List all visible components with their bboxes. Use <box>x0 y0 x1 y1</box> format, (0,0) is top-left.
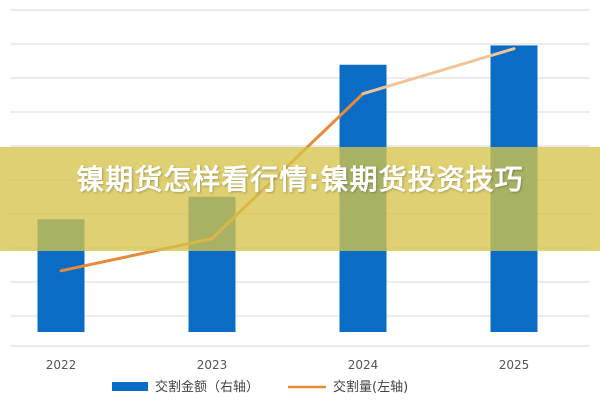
legend-line-label: 交割量(左轴) <box>333 379 408 395</box>
legend-bar-swatch <box>112 382 148 391</box>
x-tick-label: 2022 <box>46 358 77 372</box>
line-segment <box>361 47 516 96</box>
legend-bar-label: 交割金额（右轴） <box>155 379 259 395</box>
x-tick-label: 2024 <box>348 358 379 372</box>
x-axis-ticks: 2022 2023 2024 2025 <box>46 358 530 372</box>
x-tick-label: 2023 <box>197 358 228 372</box>
page-title: 镍期货怎样看行情:镍期货投资技巧 <box>76 163 524 196</box>
title-banner <box>0 147 600 251</box>
x-tick-label: 2025 <box>499 358 530 372</box>
legend: 交割金额（右轴） 交割量(左轴) <box>112 379 408 395</box>
